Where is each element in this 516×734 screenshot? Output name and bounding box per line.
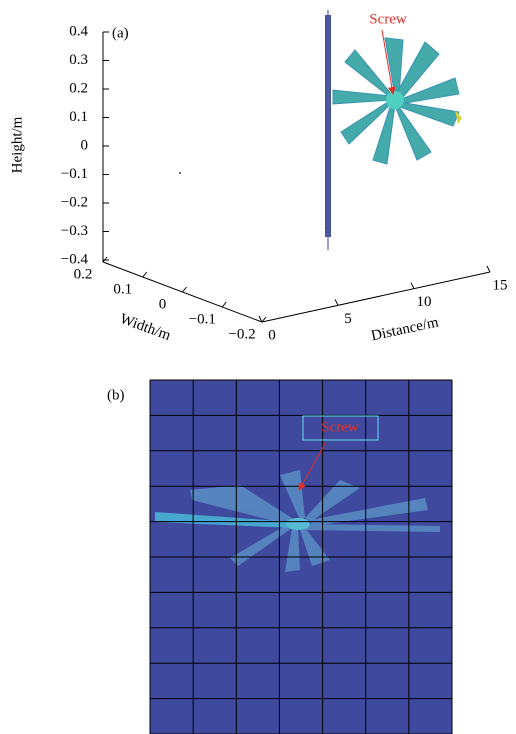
z-tick-label: 0 bbox=[81, 137, 89, 153]
z-tick-label: −0.2 bbox=[61, 194, 88, 210]
z-tick-label: −0.3 bbox=[61, 223, 88, 239]
z-tick-label: −0.4 bbox=[61, 251, 89, 267]
y-tick-label: −0.2 bbox=[228, 326, 255, 342]
x-tick bbox=[411, 283, 414, 289]
panel-label: (a) bbox=[112, 25, 129, 41]
y-tick bbox=[222, 302, 226, 307]
x-axis-label: Distance/m bbox=[370, 314, 440, 344]
y-axis-label: Width/m bbox=[118, 311, 173, 344]
annotation: Screw bbox=[369, 11, 407, 27]
y-tick-label: 0 bbox=[159, 296, 167, 312]
annotation: Screw bbox=[321, 419, 359, 435]
point-cloud bbox=[179, 10, 462, 250]
x-axis bbox=[262, 272, 490, 322]
x-tick-label: 0 bbox=[268, 327, 276, 343]
x-tick bbox=[335, 299, 338, 305]
panel-label: (b) bbox=[107, 387, 125, 403]
z-axis-label: Height/m bbox=[9, 116, 25, 173]
x-tick-label: 15 bbox=[493, 277, 508, 293]
z-tick-label: 0.4 bbox=[69, 23, 88, 39]
x-tick bbox=[487, 266, 490, 272]
x-tick-label: 10 bbox=[417, 294, 432, 310]
panel-b: (b) Screw bbox=[107, 380, 452, 734]
y-tick bbox=[183, 287, 187, 292]
y-tick-label: −0.1 bbox=[189, 311, 216, 327]
z-tick-label: −0.1 bbox=[61, 166, 88, 182]
z-tick-label: 0.1 bbox=[69, 109, 88, 125]
figure: (a) Screw Height/m Width/m Distance/m 0.… bbox=[0, 0, 516, 734]
y-tick-label: 0.2 bbox=[74, 266, 93, 282]
y-tick-label: 0.1 bbox=[113, 281, 132, 297]
panel-a: (a) Screw Height/m Width/m Distance/m 0.… bbox=[9, 10, 507, 344]
z-tick-label: 0.2 bbox=[69, 80, 88, 96]
y-tick bbox=[143, 272, 147, 277]
x-tick-label: 5 bbox=[344, 311, 352, 327]
z-tick-label: 0.3 bbox=[69, 52, 88, 68]
